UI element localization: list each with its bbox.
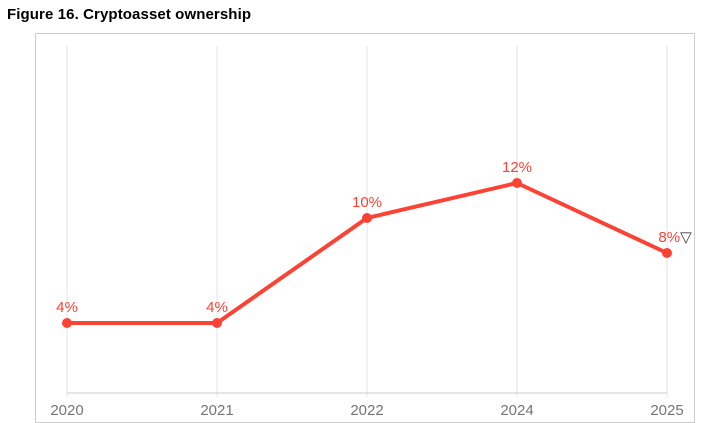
line-chart-svg: 2020 2021 2022 2024 2025 4% 4% 10% 12% 8%▽ bbox=[50, 46, 692, 419]
data-point bbox=[212, 318, 222, 328]
x-axis-label: 2020 bbox=[50, 402, 83, 419]
data-point-label: 12% bbox=[502, 159, 532, 176]
x-axis-label: 2024 bbox=[500, 402, 533, 419]
data-point-label: 10% bbox=[352, 194, 382, 211]
data-point bbox=[512, 178, 522, 188]
chart-container: 2020 2021 2022 2024 2025 4% 4% 10% 12% 8%▽ bbox=[35, 33, 695, 423]
figure-title: Figure 16. Cryptoasset ownership bbox=[7, 6, 252, 23]
data-point bbox=[662, 248, 672, 258]
x-axis-label: 2022 bbox=[350, 402, 383, 419]
data-point bbox=[362, 213, 372, 223]
x-axis-label: 2021 bbox=[200, 402, 233, 419]
data-point-label: 4% bbox=[56, 299, 78, 316]
data-point-label: 4% bbox=[206, 299, 228, 316]
data-point bbox=[62, 318, 72, 328]
data-point-label: 8%▽ bbox=[658, 229, 692, 246]
x-axis-label: 2025 bbox=[650, 402, 683, 419]
down-triangle-icon: ▽ bbox=[680, 229, 692, 246]
